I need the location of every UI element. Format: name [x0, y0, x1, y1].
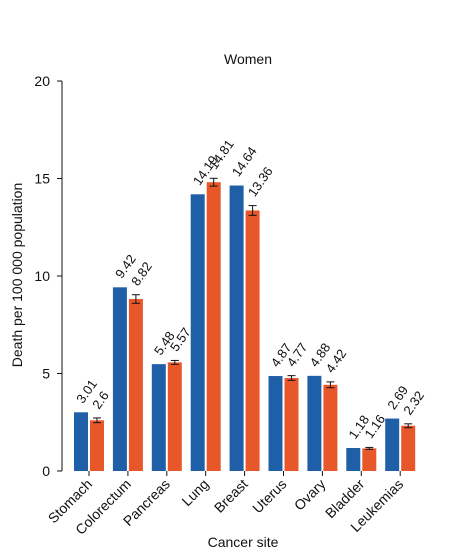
bar-leukemias-2: [401, 425, 416, 471]
bar-uterus-2: [284, 377, 299, 471]
y-tick-label: 10: [34, 268, 50, 284]
bar-stomach-2: [90, 420, 104, 471]
bar-leukemias-1: [385, 418, 400, 471]
x-tick-label: Uterus: [249, 476, 289, 516]
data-label: 5.57: [167, 325, 194, 354]
bar-colorectum-2: [128, 299, 143, 471]
x-tick-label: Breast: [211, 476, 251, 516]
y-axis: 0 5 10 15 20: [34, 73, 63, 479]
y-axis-label: Death per 100 000 population: [9, 183, 25, 367]
y-tick-label: 15: [34, 171, 50, 187]
bar-breast-1: [229, 185, 244, 471]
bar-breast-2: [245, 210, 260, 472]
y-tick-label: 5: [42, 366, 50, 382]
bar-pancreas-2: [167, 362, 182, 471]
y-tick-label: 0: [42, 463, 50, 479]
bar-bladder-2: [362, 448, 377, 471]
x-axis-label: Cancer site: [208, 534, 279, 550]
chart-title: Women: [224, 51, 272, 67]
data-label: 1.16: [361, 412, 388, 441]
data-label: 13.36: [245, 164, 276, 199]
bar-bladder-1: [346, 447, 361, 471]
bar-lung-2: [206, 182, 221, 471]
bar-ovary-1: [307, 375, 322, 471]
x-tick-label: Lung: [178, 476, 211, 509]
bar-ovary-2: [323, 384, 338, 471]
bar-lung-1: [190, 194, 205, 472]
bar-pancreas-1: [151, 364, 166, 471]
bars: 3.012.69.428.825.485.5714.1914.8114.6413…: [73, 137, 427, 472]
bar-colorectum-1: [112, 287, 127, 471]
bar-uterus-1: [268, 376, 283, 471]
y-tick-label: 20: [34, 73, 50, 89]
bar-stomach-1: [74, 412, 88, 471]
